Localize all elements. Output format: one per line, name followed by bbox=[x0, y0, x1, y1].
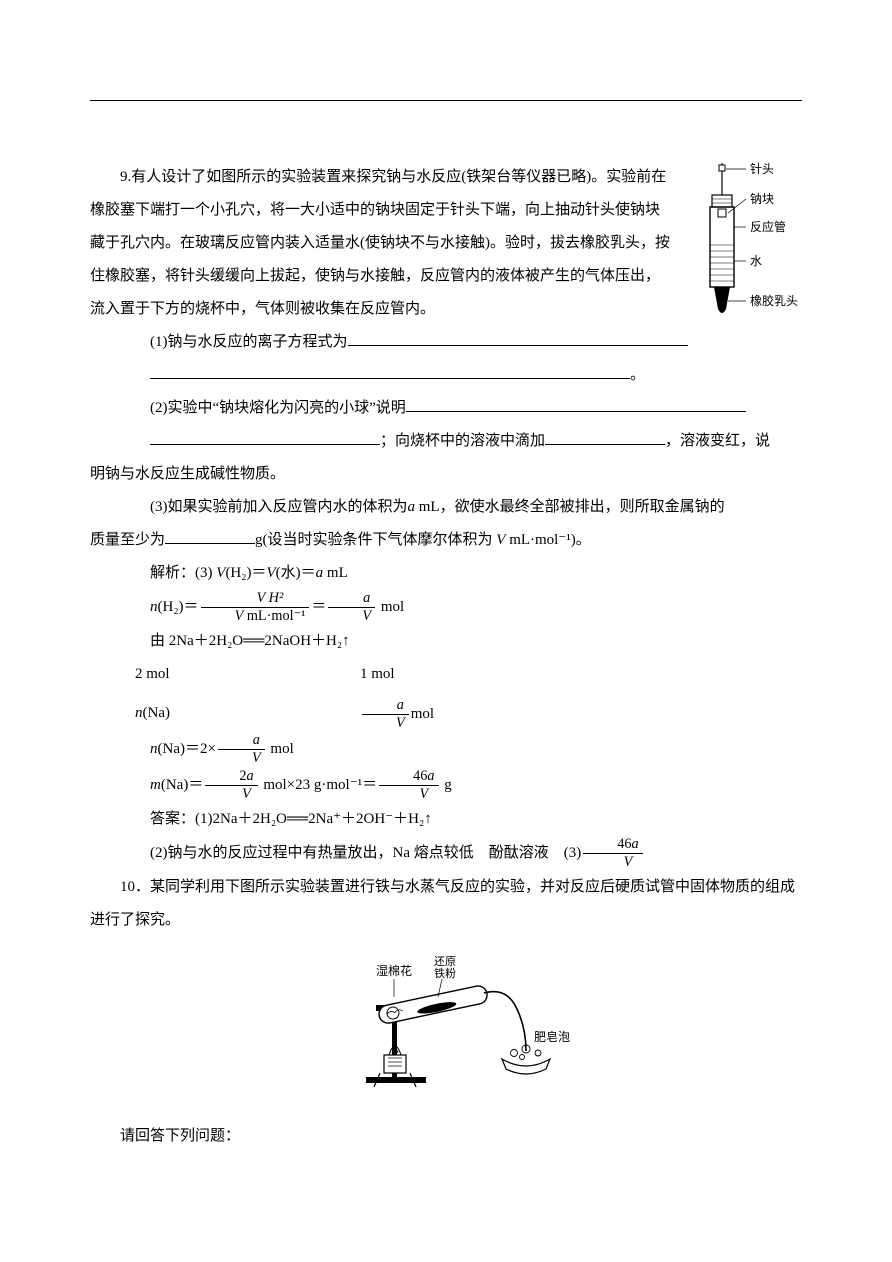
fr-num: a bbox=[362, 697, 409, 715]
q10-tail: 请回答下列问题： bbox=[90, 1120, 802, 1153]
nNa-a: n bbox=[135, 705, 143, 721]
f1denb: mL·mol⁻¹ bbox=[243, 608, 305, 624]
solution-l6: m(Na)＝ 2a V mol×23 g·mol⁻¹＝ 46a V g bbox=[90, 768, 802, 803]
sol-l2a: n bbox=[150, 599, 158, 615]
sol-label: 解析： bbox=[150, 565, 195, 581]
q9-p2b-right: ，溶液变红，说 bbox=[665, 433, 770, 449]
q9-part2b: ；向烧杯中的溶液中滴加 ，溶液变红，说 bbox=[90, 425, 802, 458]
sol-l2tail: mol bbox=[377, 599, 404, 615]
sol-l6b: (Na)＝ bbox=[161, 777, 203, 793]
q9-part2c: 明钠与水反应生成碱性物质。 bbox=[90, 458, 802, 491]
f5d: V bbox=[218, 750, 265, 767]
q9-part3b: 质量至少为g(设当时实验条件下气体摩尔体积为 V mL·mol⁻¹)。 bbox=[90, 524, 802, 557]
blank-line bbox=[348, 331, 688, 346]
f5n: a bbox=[218, 732, 265, 750]
q9-p1-text: (1)钠与水反应的离子方程式为 bbox=[150, 334, 348, 350]
solution-l1: 解析：(3) V(H₂)＝V(水)＝a mL bbox=[90, 557, 802, 590]
label-fe-1: 还原 bbox=[434, 955, 456, 968]
blank-line bbox=[545, 430, 665, 445]
sol-l1c: (H₂)＝ bbox=[225, 565, 266, 581]
solution-l3: 由 2Na＋2H₂O══2NaOH＋H₂↑ bbox=[90, 625, 802, 658]
blank-line bbox=[150, 430, 380, 445]
f6bn: 46a bbox=[413, 768, 434, 784]
q9-p3a-mid: mL，欲使水最终全部被排出，则所取金属钠的 bbox=[415, 499, 725, 515]
fraction-6a: 2a V bbox=[205, 768, 257, 803]
fraction-ans: 46a V bbox=[583, 836, 642, 871]
q9-p3b-left: 质量至少为 bbox=[90, 532, 165, 548]
q10-text: 10．某同学利用下图所示实验装置进行铁与水蒸气反应的实验，并对反应后硬质试管中固… bbox=[90, 871, 802, 937]
solution-l2: n(H₂)＝V H²V mL·mol⁻¹＝aV mol bbox=[90, 590, 802, 625]
ans1: (1)2Na＋2H₂O══2Na⁺＋2OH⁻＋H₂↑ bbox=[195, 811, 432, 827]
fraction-6b: 46a V bbox=[379, 768, 438, 803]
label-fe-2: 铁粉 bbox=[434, 967, 456, 980]
sol-l1g: mL bbox=[323, 565, 348, 581]
label-needle: 针头 bbox=[750, 161, 774, 176]
blank-line bbox=[406, 397, 746, 412]
q9-p3b-mid: g(设当时实验条件下气体摩尔体积为 bbox=[255, 532, 496, 548]
f1dena: V bbox=[235, 608, 244, 624]
sol-l6tail: g bbox=[441, 777, 452, 793]
f2num: a bbox=[328, 590, 375, 608]
fraction-2: aV bbox=[328, 590, 375, 625]
fAd: V bbox=[583, 854, 642, 871]
sol-l6a: m bbox=[150, 777, 161, 793]
device-diagram-icon: 针头 钠块 反应管 水 橡胶乳头 bbox=[692, 161, 812, 331]
q9-part2a: (2)实验中“钠块熔化为闪亮的小球”说明 bbox=[90, 392, 802, 425]
experiment-diagram-icon: 湿棉花 还原 铁粉 肥皂泡 bbox=[316, 947, 576, 1097]
q9-part1b: 。 bbox=[90, 359, 802, 392]
fraction-av: aV bbox=[362, 697, 409, 732]
q9-block: 针头 钠块 反应管 水 橡胶乳头 9.有人设计了如图所示的实验装置来探究钠与水反… bbox=[90, 161, 802, 326]
answer-l1: 答案：(1)2Na＋2H₂O══2Na⁺＋2OH⁻＋H₂↑ bbox=[90, 803, 802, 836]
stoich-row2: n(Na) aVmol bbox=[90, 697, 802, 732]
q9-p2a-text: (2)实验中“钠块熔化为闪亮的小球”说明 bbox=[150, 400, 406, 416]
label-wet-cotton: 湿棉花 bbox=[376, 963, 412, 978]
ans-label: 答案： bbox=[150, 811, 195, 827]
label-rubber: 橡胶乳头 bbox=[750, 293, 798, 308]
solution-l5: n(Na)＝2×aV mol bbox=[90, 732, 802, 767]
sol-l2eq: ＝ bbox=[311, 599, 326, 615]
f6ad: V bbox=[205, 786, 257, 803]
sol-l2b: (H₂)＝ bbox=[158, 599, 199, 615]
blank-line bbox=[165, 529, 255, 544]
label-na: 钠块 bbox=[750, 191, 774, 206]
var-a: a bbox=[408, 499, 416, 515]
sol-l6mid: mol×23 g·mol⁻¹＝ bbox=[260, 777, 378, 793]
sol-l1d: V bbox=[267, 565, 276, 581]
nNa-b: (Na) bbox=[143, 705, 170, 721]
top-horizontal-rule bbox=[90, 100, 802, 101]
fr-den: V bbox=[362, 715, 409, 732]
sol-l5a: n bbox=[150, 741, 158, 757]
fraction-1: V H² V mL·mol⁻¹ bbox=[201, 590, 310, 625]
device-figure: 针头 钠块 反应管 水 橡胶乳头 bbox=[692, 161, 812, 344]
label-tube: 反应管 bbox=[750, 219, 786, 234]
sol-l5b: (Na)＝2× bbox=[158, 741, 216, 757]
stoich-row1: 2 mol 1 mol bbox=[90, 658, 802, 691]
q9-part3a: (3)如果实验前加入反应管内水的体积为a mL，欲使水最终全部被排出，则所取金属… bbox=[90, 491, 802, 524]
f6an: 2a bbox=[239, 768, 253, 784]
blank-line bbox=[150, 364, 630, 379]
label-water: 水 bbox=[750, 254, 762, 268]
sol-l1a: (3) bbox=[195, 565, 216, 581]
ans2: (2)钠与水的反应过程中有热量放出，Na 熔点较低 酚酞溶液 (3) bbox=[150, 845, 581, 861]
fAn: 46a bbox=[617, 836, 638, 852]
sol-l1e: (水)＝ bbox=[276, 565, 316, 581]
f1num: V H² bbox=[257, 590, 284, 606]
stoich-1mol: 1 mol bbox=[330, 658, 450, 691]
sol-l5tail: mol bbox=[267, 741, 294, 757]
f2den: V bbox=[328, 608, 375, 625]
f6bd: V bbox=[379, 786, 438, 803]
answer-l2: (2)钠与水的反应过程中有热量放出，Na 熔点较低 酚酞溶液 (3) 46a V bbox=[90, 836, 802, 871]
label-soap: 肥皂泡 bbox=[534, 1030, 570, 1044]
stoich-nNa: n(Na) bbox=[120, 697, 330, 732]
q9-p2b-mid: ；向烧杯中的溶液中滴加 bbox=[380, 433, 545, 449]
stoich-right: aVmol bbox=[330, 697, 450, 732]
q9-p3b-tail: mL·mol⁻¹)。 bbox=[505, 532, 590, 548]
stoich-2mol: 2 mol bbox=[120, 658, 330, 691]
q9-p3a-text: (3)如果实验前加入反应管内水的体积为 bbox=[150, 499, 408, 515]
experiment-figure: 湿棉花 还原 铁粉 肥皂泡 bbox=[90, 947, 802, 1110]
period: 。 bbox=[630, 367, 645, 383]
stoich-mol: mol bbox=[411, 706, 434, 722]
fraction-5: aV bbox=[218, 732, 265, 767]
